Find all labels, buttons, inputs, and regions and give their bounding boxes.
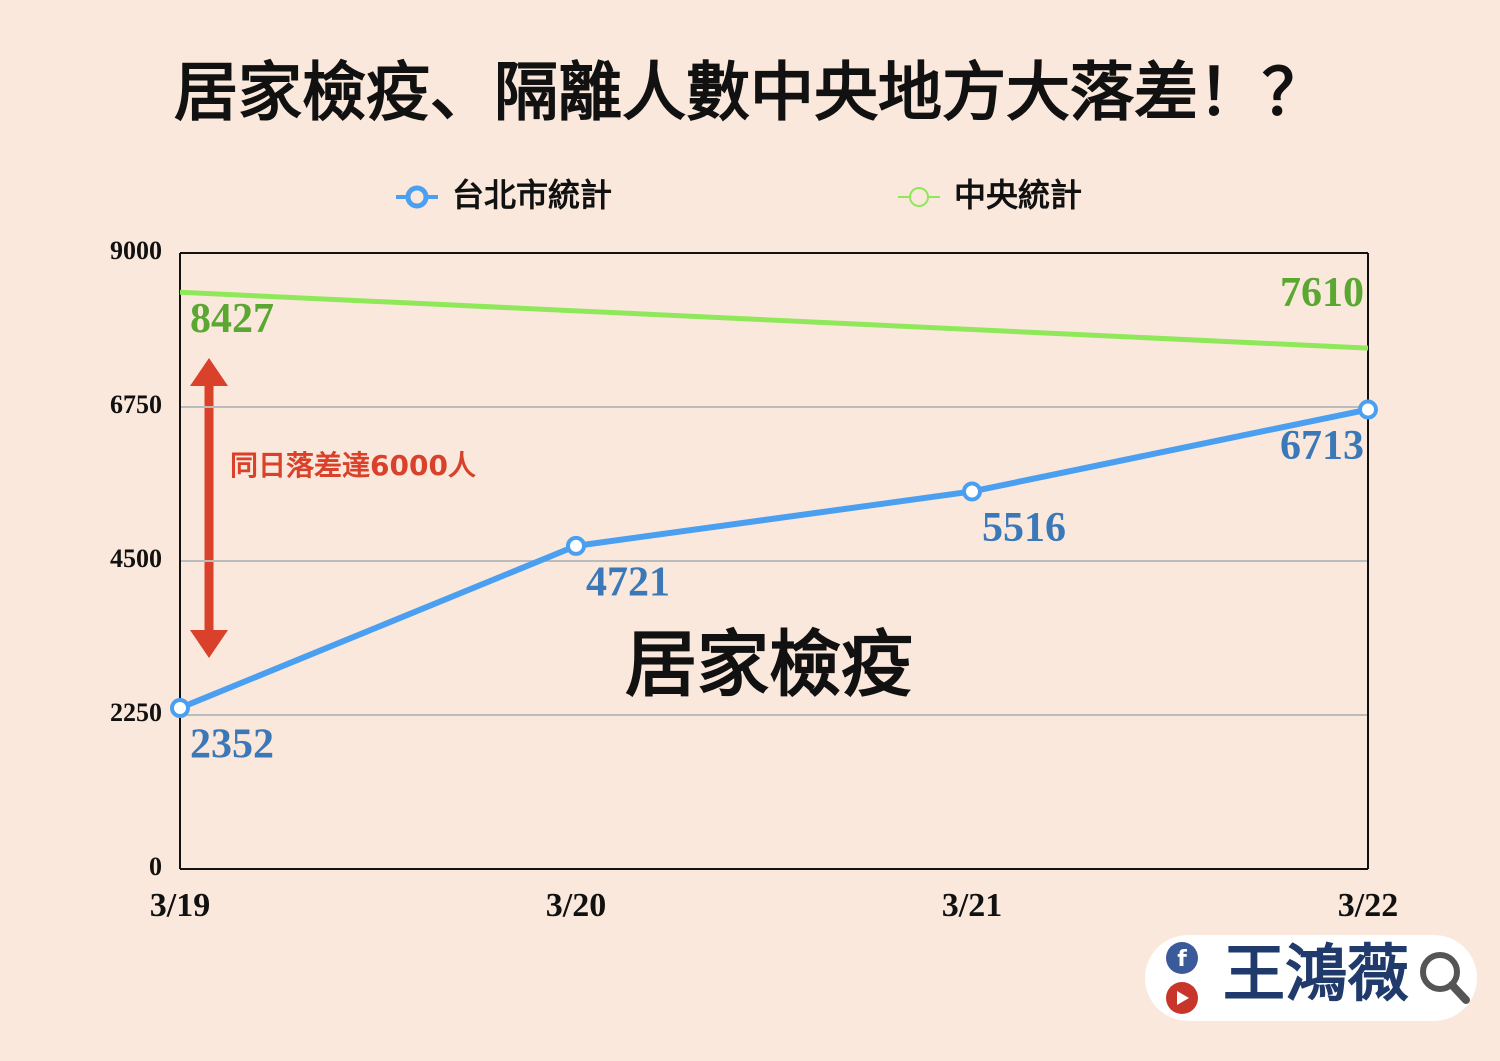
annotation-label: 居家檢疫 <box>625 623 913 707</box>
series-line <box>179 289 1369 351</box>
legend-marker <box>909 187 929 207</box>
data-point <box>1358 399 1378 420</box>
data-label: 8427 <box>190 296 274 342</box>
legend-marker <box>405 185 429 209</box>
legend-label: 台北市統計 <box>452 176 612 214</box>
y-tick-label: 9000 <box>110 236 162 265</box>
y-tick-label: 4500 <box>110 544 162 573</box>
data-point <box>170 698 190 719</box>
x-tick-label: 3/19 <box>150 887 210 924</box>
footer-name: 王鴻薇 <box>1223 937 1409 1010</box>
annotation-gap: 同日落差達6000人 <box>230 449 476 482</box>
svg-text:f: f <box>1177 947 1187 972</box>
y-tick-label: 0 <box>149 852 162 881</box>
gap-arrow <box>190 358 228 658</box>
y-tick-label: 2250 <box>110 698 162 727</box>
series-line <box>178 406 1369 711</box>
footer-badge: f <box>1145 935 1477 1021</box>
data-label: 7610 <box>1280 270 1364 316</box>
data-label: 6713 <box>1280 423 1364 469</box>
data-label: 5516 <box>982 505 1066 551</box>
data-label: 2352 <box>190 722 274 768</box>
chart-title: 居家檢疫、隔離人數中央地方大落差！？ <box>174 57 1326 131</box>
x-tick-label: 3/22 <box>1338 887 1398 924</box>
y-tick-label: 6750 <box>110 390 162 419</box>
x-tick-label: 3/20 <box>546 887 606 924</box>
data-point <box>566 535 586 556</box>
x-tick-label: 3/21 <box>942 887 1002 924</box>
data-point <box>962 481 982 502</box>
data-label: 4721 <box>586 560 670 606</box>
legend-label: 中央統計 <box>954 176 1082 214</box>
